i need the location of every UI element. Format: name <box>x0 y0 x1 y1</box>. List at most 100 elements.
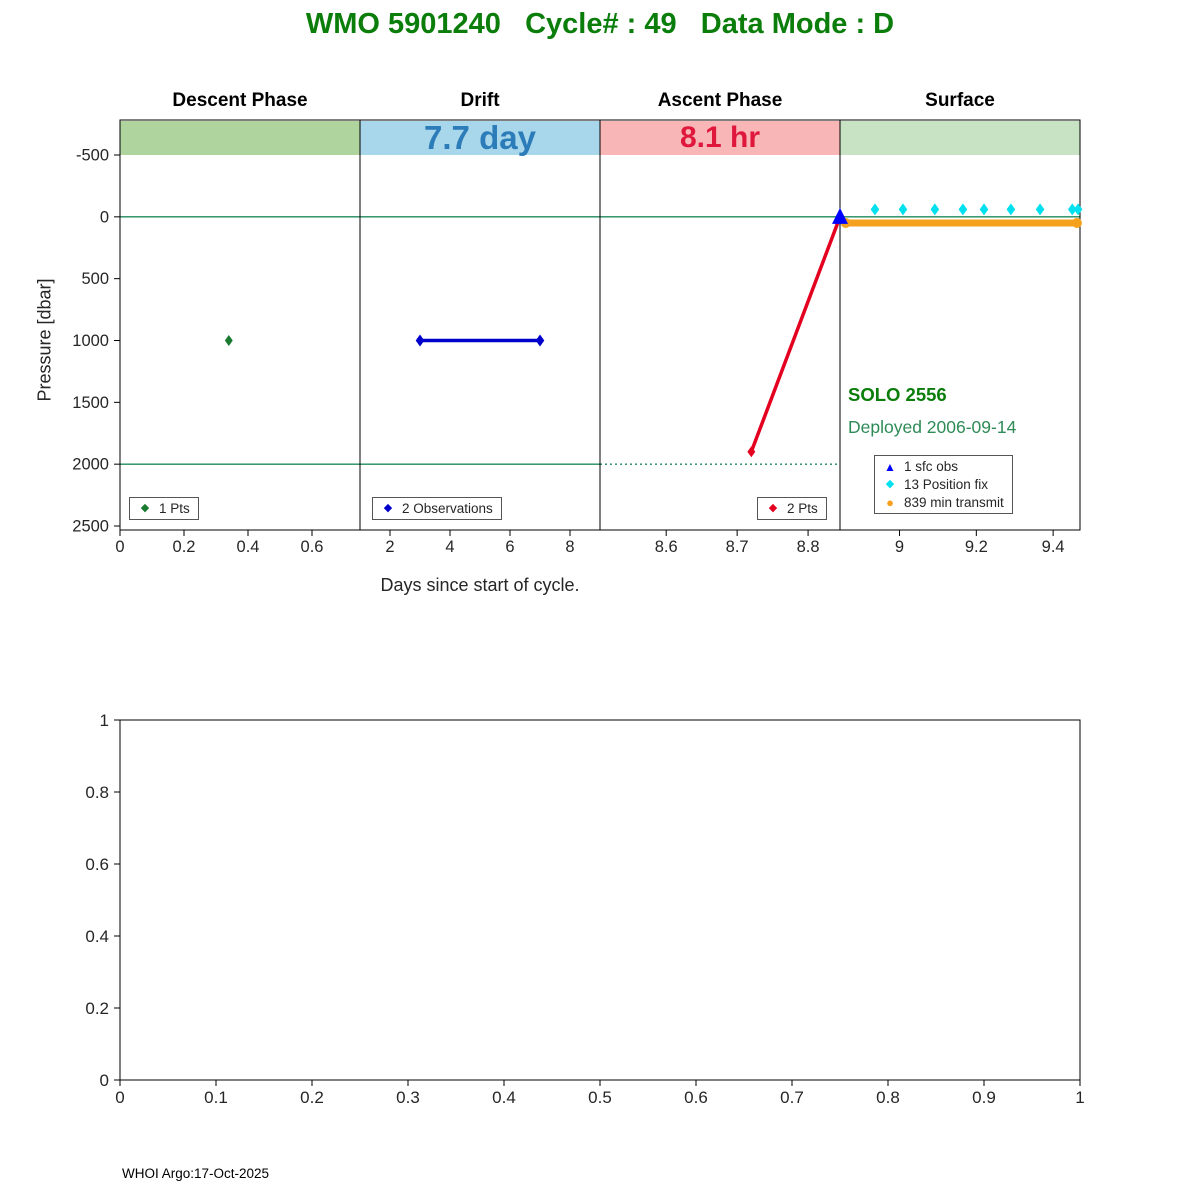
diamond-marker <box>415 334 425 347</box>
top-y-ticks: -500 0 500 1000 1500 2000 2500 <box>72 147 120 536</box>
top-plot-axes <box>119 119 1081 531</box>
ascent-legend: ◆ 2 Pts <box>757 497 827 520</box>
y-tick-label: 2500 <box>72 518 109 536</box>
x-tick-label: 8.7 <box>726 538 749 556</box>
days-axis-label: Days since start of cycle. <box>380 575 580 595</box>
x-tick-label: 4 <box>445 538 454 556</box>
float-name-annotation: SOLO 2556 <box>848 384 947 405</box>
series-transmit-line <box>840 218 1082 229</box>
bottom-plot-box <box>119 719 1081 1081</box>
phase-header-descent: Descent Phase <box>172 90 308 111</box>
legend-label: 2 Pts <box>787 501 818 516</box>
x-tick-label: 9 <box>895 538 904 556</box>
diamond-marker <box>1073 203 1083 216</box>
y-tick-label: 500 <box>81 270 109 288</box>
descent-band <box>120 121 360 155</box>
y-tick-label: -500 <box>76 147 109 165</box>
legend-row-sfc-obs: ▲ 1 sfc obs <box>883 459 1004 474</box>
legend-row-min-transmit: ● 839 min transmit <box>883 495 1004 510</box>
phase-header-drift: Drift <box>460 90 500 111</box>
x-tick-label: 0.1 <box>204 1088 228 1107</box>
drift-duration-label: 7.7 day <box>424 119 536 156</box>
diamond-marker <box>1006 203 1016 216</box>
y-tick-label: 0.4 <box>85 927 109 946</box>
x-tick-label: 0.3 <box>396 1088 420 1107</box>
series-surface-observation <box>832 207 848 224</box>
x-tick-label: 0.7 <box>780 1088 804 1107</box>
diamond-marker-icon: ◆ <box>140 502 150 514</box>
x-tick-label: 8 <box>565 538 574 556</box>
y-tick-label: 2000 <box>72 456 109 474</box>
diamond-marker <box>224 335 233 346</box>
x-tick-label: 0 <box>115 538 124 556</box>
x-tick-label: 8.8 <box>797 538 820 556</box>
y-tick-label: 0.8 <box>85 783 109 802</box>
diamond-marker <box>930 203 940 216</box>
diamond-marker-icon: ◆ <box>768 502 778 514</box>
circle-marker <box>1071 218 1082 229</box>
legend-label: 1 Pts <box>159 501 190 516</box>
x-tick-label: 0.4 <box>492 1088 516 1107</box>
phase-header-ascent: Ascent Phase <box>657 90 783 111</box>
series-position-fixes <box>870 203 1083 216</box>
y-tick-label: 0.6 <box>85 855 109 874</box>
bottom-plot: 0 0.1 0.2 0.3 0.4 0.5 0.6 0.7 0.8 0.9 1 0 0.2 0.4 0.6 0… <box>85 711 1084 1107</box>
diamond-marker-icon: ◆ <box>885 478 895 490</box>
x-tick-label: 0.6 <box>301 538 324 556</box>
y-tick-label: 1 <box>100 711 109 730</box>
diamond-marker-icon: ◆ <box>383 502 393 514</box>
x-tick-label: 0.6 <box>684 1088 708 1107</box>
surface-legend: ▲ 1 sfc obs ◆ 13 Position fix ● 839 min … <box>874 455 1013 514</box>
legend-row-descent-pts: ◆ 1 Pts <box>138 501 190 516</box>
x-tick-label: 0.8 <box>876 1088 900 1107</box>
diamond-marker <box>1068 203 1077 216</box>
series-ascent-points <box>747 211 844 458</box>
legend-label: 1 sfc obs <box>904 459 959 474</box>
surface-band <box>840 121 1080 155</box>
diamond-marker <box>958 203 968 216</box>
drift-band <box>360 121 600 155</box>
y-tick-label: 0.2 <box>85 999 109 1018</box>
diamond-marker <box>898 203 908 216</box>
x-tick-label: 9.2 <box>965 538 988 556</box>
legend-row-drift-observations: ◆ 2 Observations <box>381 501 493 516</box>
x-tick-label: 1 <box>1075 1088 1084 1107</box>
x-tick-label: 2 <box>385 538 394 556</box>
x-tick-label: 0.9 <box>972 1088 996 1107</box>
x-tick-label: 0.2 <box>300 1088 324 1107</box>
x-tick-label: 0.2 <box>173 538 196 556</box>
ascent-duration-label: 8.1 hr <box>679 121 761 154</box>
top-x-ticks: 0 0.2 0.4 0.6 2 4 6 8 8.6 8.7 8.8 9 9.2 9.4 <box>115 530 1065 556</box>
drift-duration-band-label-wrap: 7.7 day <box>360 121 600 155</box>
x-tick-label: 0.4 <box>237 538 260 556</box>
deployed-date-annotation: Deployed 2006-09-14 <box>848 417 1017 437</box>
x-tick-label: 6 <box>505 538 514 556</box>
x-tick-label: 9.4 <box>1042 538 1065 556</box>
y-tick-label: 0 <box>100 208 109 226</box>
legend-label: 13 Position fix <box>904 477 989 492</box>
diamond-marker <box>979 203 989 216</box>
x-tick-label: 0 <box>115 1088 124 1107</box>
diamond-marker <box>1035 203 1045 216</box>
legend-label: 2 Observations <box>402 501 493 516</box>
y-tick-label: 1500 <box>72 394 109 412</box>
series-drift-observations <box>415 334 545 347</box>
legend-row-ascent-pts: ◆ 2 Pts <box>766 501 818 516</box>
y-tick-label: 0 <box>100 1071 109 1090</box>
ascent-duration-band-label-wrap: 8.1 hr <box>600 121 840 155</box>
phase-bands <box>120 121 1080 155</box>
descent-legend: ◆ 1 Pts <box>129 497 199 520</box>
page-title: WMO 5901240 Cycle# : 49 Data Mode : D <box>305 8 895 40</box>
ascent-band <box>600 121 840 155</box>
x-tick-label: 0.5 <box>588 1088 612 1107</box>
diamond-marker <box>870 203 880 216</box>
x-tick-label: 8.6 <box>655 538 678 556</box>
series-descent-points <box>224 335 233 346</box>
legend-label: 839 min transmit <box>904 495 1004 510</box>
legend-row-position-fix: ◆ 13 Position fix <box>883 477 1004 492</box>
y-tick-label: 1000 <box>72 332 109 350</box>
pressure-axis-label: Pressure [dbar] <box>34 278 55 402</box>
ascent-points-line <box>749 215 842 454</box>
phase-header-surface: Surface <box>925 90 995 111</box>
